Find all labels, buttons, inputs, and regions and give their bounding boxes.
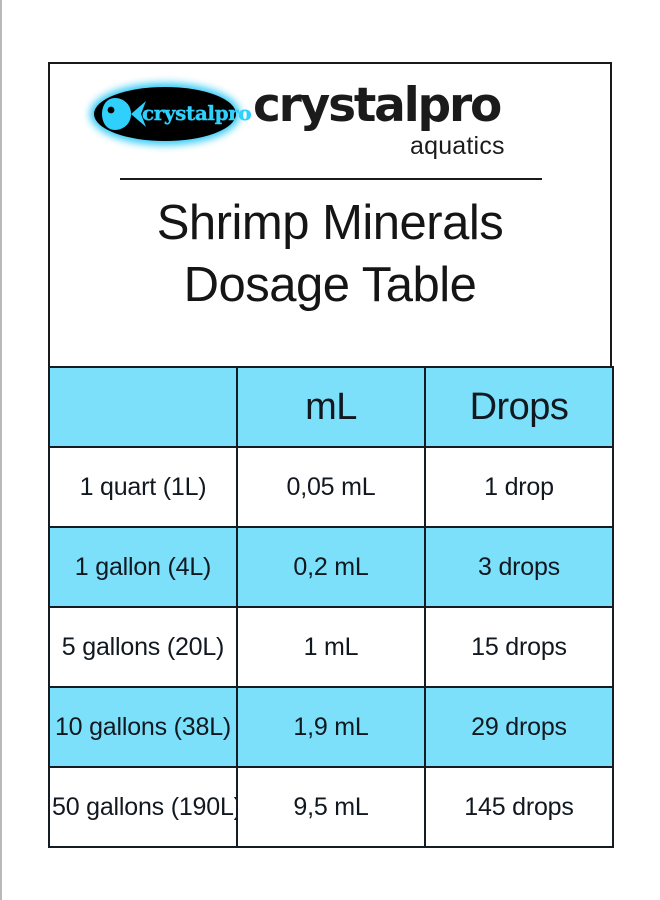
cell-volume: 50 gallons (190L)	[48, 766, 238, 848]
cell-volume: 5 gallons (20L)	[48, 606, 238, 688]
brand-divider	[120, 178, 542, 180]
logo-badge-text: crystalpro	[142, 101, 252, 125]
column-header-volume	[48, 366, 238, 448]
cell-ml: 1,9 mL	[236, 686, 426, 768]
column-header-drops: Drops	[424, 366, 614, 448]
cell-drops: 15 drops	[424, 606, 614, 688]
cell-drops: 1 drop	[424, 446, 614, 528]
table-row: 1 gallon (4L) 0,2 mL 3 drops	[48, 526, 614, 608]
page-title-line-2: Dosage Table	[183, 258, 477, 312]
cell-drops: 3 drops	[424, 526, 614, 608]
page-edge-line	[0, 0, 2, 900]
cell-ml: 0,2 mL	[236, 526, 426, 608]
table-row: 50 gallons (190L) 9,5 mL 145 drops	[48, 766, 614, 848]
table-header-row: mL Drops	[48, 366, 614, 448]
dosage-table: mL Drops 1 quart (1L) 0,05 mL 1 drop 1 g…	[48, 366, 614, 848]
cell-ml: 1 mL	[236, 606, 426, 688]
page-title-line-1: Shrimp Minerals	[156, 196, 504, 250]
table-row: 10 gallons (38L) 1,9 mL 29 drops	[48, 686, 614, 768]
brand-header: crystalpro crystalpro aquatics	[50, 64, 610, 180]
table-row: 1 quart (1L) 0,05 mL 1 drop	[48, 446, 614, 528]
dosage-card: crystalpro crystalpro aquatics Shrimp Mi…	[48, 62, 614, 848]
brand-tagline: aquatics	[410, 132, 505, 160]
cell-volume: 1 quart (1L)	[48, 446, 238, 528]
cell-volume: 10 gallons (38L)	[48, 686, 238, 768]
cell-volume: 1 gallon (4L)	[48, 526, 238, 608]
page-title: Shrimp Minerals Dosage Table	[50, 192, 610, 316]
cell-ml: 9,5 mL	[236, 766, 426, 848]
brand-wordmark: crystalpro	[253, 78, 502, 133]
fish-icon	[102, 98, 146, 130]
crystalpro-logo: crystalpro	[90, 83, 252, 145]
cell-drops: 29 drops	[424, 686, 614, 768]
cell-ml: 0,05 mL	[236, 446, 426, 528]
cell-drops: 145 drops	[424, 766, 614, 848]
column-header-ml: mL	[236, 366, 426, 448]
table-row: 5 gallons (20L) 1 mL 15 drops	[48, 606, 614, 688]
